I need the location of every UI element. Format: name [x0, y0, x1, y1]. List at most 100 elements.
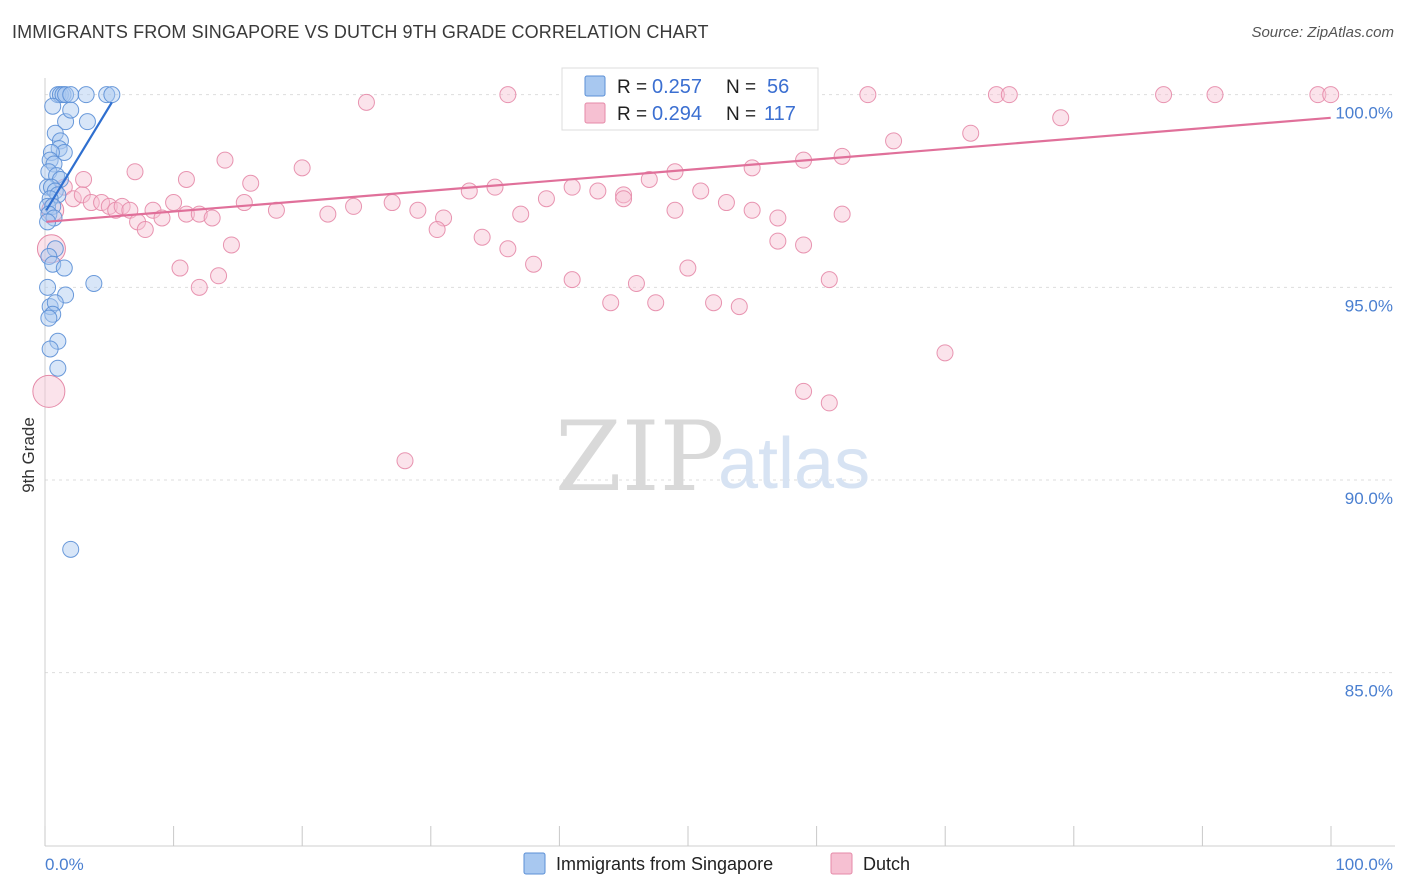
- x-ticks: [44, 826, 1332, 846]
- stats-legend-swatch-dutch: [584, 102, 606, 124]
- legend-swatch-dutch: [830, 852, 853, 875]
- dutch-point-40: [692, 182, 710, 200]
- y-axis-title: 9th Grade: [19, 417, 38, 493]
- y-tick-label-0: 100.0%: [1335, 104, 1393, 123]
- x-tick-label-min: 0.0%: [45, 855, 84, 874]
- dutch-point-23: [235, 194, 253, 212]
- singapore-point-4: [62, 86, 80, 104]
- y-tick-label-3: 85.0%: [1345, 682, 1393, 701]
- dutch-point-68: [563, 271, 581, 289]
- dutch-point-33: [512, 205, 530, 223]
- singapore-point-42: [40, 309, 58, 327]
- watermark-atlas: atlas: [718, 424, 870, 504]
- dutch-point-84: [666, 201, 684, 219]
- dutch-point-71: [647, 294, 665, 312]
- y-tick-labels: 100.0% 95.0% 90.0% 85.0%: [1335, 104, 1393, 701]
- dutch-point-78: [936, 344, 954, 362]
- dutch-point-0: [357, 93, 375, 111]
- singapore-trend-line: [45, 101, 113, 211]
- dutch-point-7: [1206, 86, 1224, 104]
- dutch-point-22: [293, 159, 311, 177]
- dutch-point-1: [499, 86, 517, 104]
- dutch-point-25: [319, 205, 337, 223]
- dutch-point-51: [113, 197, 131, 215]
- legend-swatch-singapore: [523, 852, 546, 875]
- dutch-point-66: [499, 240, 517, 258]
- stats-n-label-singapore: N =: [726, 77, 756, 98]
- singapore-point-37: [85, 274, 103, 292]
- legend-label-dutch: Dutch: [863, 854, 910, 874]
- dutch-point-48: [93, 194, 111, 212]
- dutch-point-56: [153, 209, 171, 227]
- dutch-point-20: [177, 170, 195, 188]
- singapore-point-15: [55, 143, 73, 161]
- stats-legend: R = 0.257 N = 56 R = 0.294 N = 117: [561, 67, 819, 131]
- dutch-point-5: [1000, 86, 1018, 104]
- dutch-point-69: [602, 294, 620, 312]
- dutch-point-60: [203, 209, 221, 227]
- singapore-point-45: [49, 359, 67, 377]
- trend-lines: [45, 101, 1331, 223]
- stats-n-value-dutch: 117: [764, 103, 796, 125]
- singapore-point-44: [41, 340, 59, 358]
- stats-r-label-singapore: R =: [617, 77, 647, 98]
- dutch-point-63: [210, 267, 228, 285]
- dutch-point-32: [486, 178, 504, 196]
- dutch-point-16: [743, 159, 761, 177]
- dutch-point-9: [1322, 86, 1340, 104]
- singapore-point-46: [62, 540, 80, 558]
- dutch-point-74: [730, 298, 748, 316]
- stats-r-value-singapore: 0.257: [652, 76, 702, 98]
- stats-r-value-dutch: 0.294: [652, 103, 702, 125]
- singapore-point-6: [98, 86, 116, 104]
- stats-r-label-dutch: R =: [617, 104, 647, 125]
- dutch-point-65: [473, 228, 491, 246]
- chart-title: IMMIGRANTS FROM SINGAPORE VS DUTCH 9TH G…: [12, 22, 709, 42]
- dutch-point-4: [987, 86, 1005, 104]
- dutch-point-31: [460, 182, 478, 200]
- singapore-point-7: [103, 86, 121, 104]
- dutch-point-47: [82, 194, 100, 212]
- dutch-point-76: [795, 236, 813, 254]
- dutch-large-point-2: [32, 374, 66, 408]
- dutch-point-42: [743, 201, 761, 219]
- watermark: ZIP atlas: [555, 401, 870, 513]
- dutch-point-30: [428, 221, 446, 239]
- dutch-point-3: [859, 86, 877, 104]
- dutch-point-18: [126, 163, 144, 181]
- dutch-point-37: [615, 186, 633, 204]
- singapore-point-35: [55, 259, 73, 277]
- dutch-point-82: [833, 205, 851, 223]
- source-label: Source: ZipAtlas.com: [1251, 24, 1394, 41]
- dutch-point-36: [589, 182, 607, 200]
- dutch-point-80: [820, 394, 838, 412]
- dutch-point-34: [537, 190, 555, 208]
- singapore-point-10: [62, 101, 80, 119]
- dutch-point-64: [222, 236, 240, 254]
- dutch-point-28: [409, 201, 427, 219]
- singapore-point-33: [40, 248, 58, 265]
- dutch-point-21: [242, 174, 260, 192]
- dutch-point-79: [795, 382, 813, 400]
- dutch-point-11: [962, 124, 980, 142]
- singapore-point-11: [78, 113, 96, 131]
- singapore-point-5: [77, 86, 95, 104]
- dutch-point-70: [627, 274, 645, 292]
- dutch-point-12: [1052, 109, 1070, 127]
- y-tick-label-1: 95.0%: [1345, 296, 1393, 315]
- dutch-point-43: [769, 209, 787, 227]
- dutch-point-38: [640, 170, 658, 188]
- singapore-points: [39, 86, 121, 558]
- dutch-point-41: [717, 194, 735, 212]
- bottom-legend: Immigrants from Singapore Dutch: [523, 852, 910, 875]
- dutch-point-13: [885, 132, 903, 150]
- dutch-point-54: [136, 221, 154, 239]
- y-tick-label-2: 90.0%: [1345, 489, 1393, 508]
- dutch-point-8: [1309, 86, 1327, 104]
- dutch-point-6: [1155, 86, 1173, 104]
- stats-n-value-singapore: 56: [767, 76, 789, 98]
- dutch-point-77: [820, 271, 838, 289]
- legend-label-singapore: Immigrants from Singapore: [556, 854, 773, 874]
- dutch-point-67: [525, 255, 543, 273]
